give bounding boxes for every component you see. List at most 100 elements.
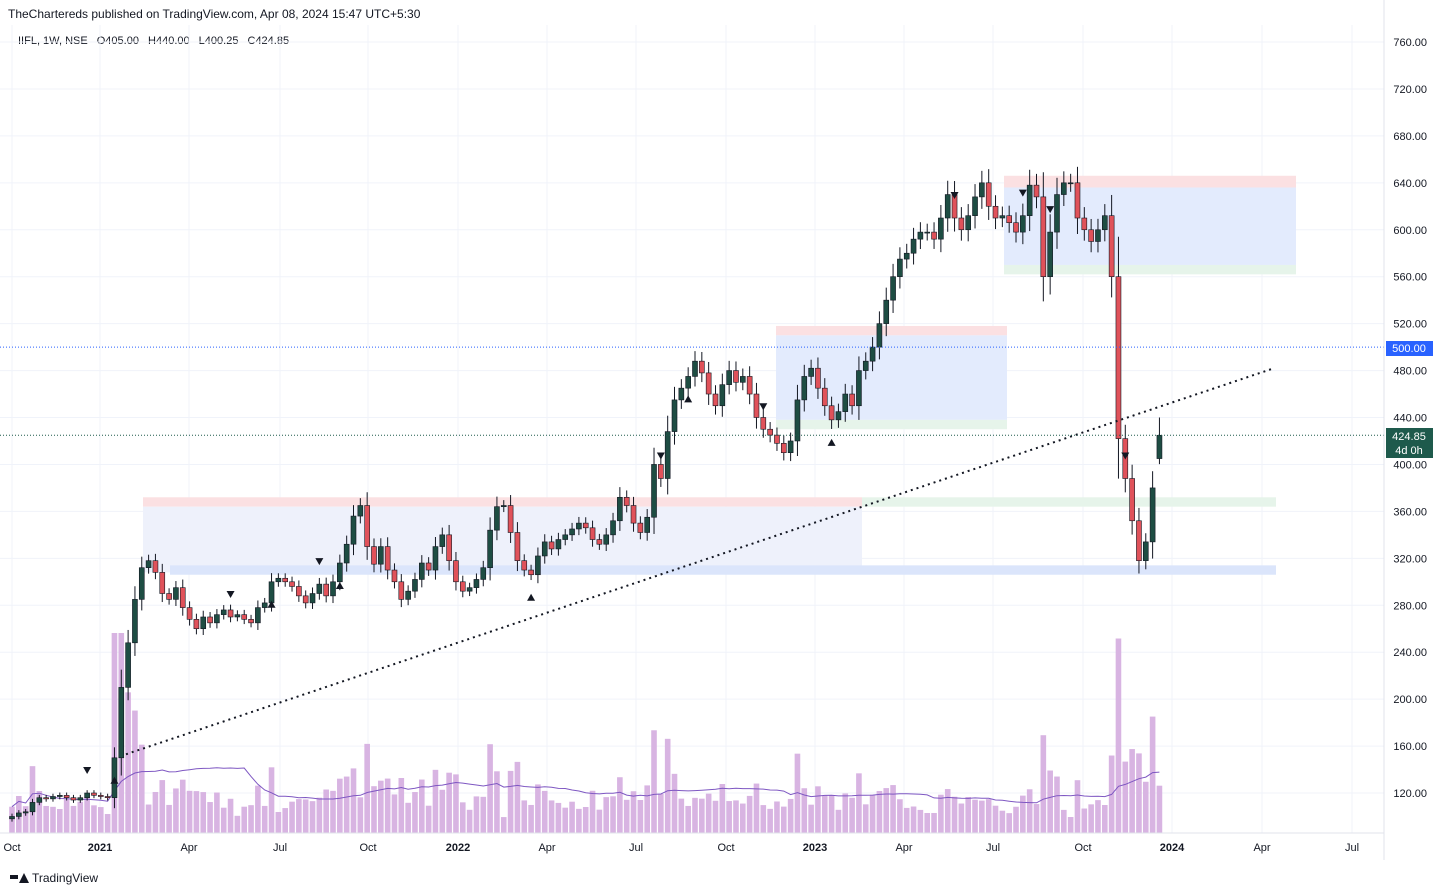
candle-body (439, 534, 446, 547)
volume-bar (255, 785, 261, 833)
volume-bar (214, 792, 220, 833)
volume-bar (91, 805, 97, 833)
grid (0, 25, 1384, 833)
volume-bar (500, 817, 507, 833)
volume-bar (227, 798, 234, 833)
volume-bar (876, 791, 883, 833)
countdown-text: 4d 0h (1395, 445, 1423, 457)
volume-bar (70, 805, 77, 833)
pivot-low-marker (827, 438, 836, 446)
volume-bar (617, 777, 623, 833)
pivot-low-marker (267, 600, 276, 608)
price-tick-label: 520.00 (1393, 319, 1427, 331)
volume-bar (323, 789, 329, 833)
candle-body (1081, 217, 1088, 231)
candle-body (405, 590, 411, 600)
candle-body (1026, 184, 1033, 216)
volume-bar (337, 778, 343, 833)
tradingview-logo-icon (10, 873, 29, 883)
volume-bar (439, 789, 446, 833)
candle-body (658, 464, 664, 479)
candle-body (740, 376, 746, 383)
time-tick-label: Oct (359, 842, 376, 854)
candle-body (36, 797, 43, 803)
price-tick-label: 600.00 (1393, 225, 1427, 237)
candle-body (862, 360, 869, 371)
candle-body (876, 323, 883, 348)
candle-body (459, 581, 466, 592)
candle-body (726, 370, 732, 385)
volume-bar (541, 790, 548, 833)
candle-body (869, 346, 876, 362)
price-levels (0, 346, 1384, 436)
volume-bar (152, 791, 159, 833)
legend-symbol: IIFL, 1W, NSE (18, 35, 88, 47)
pivot-high-marker (759, 403, 768, 411)
candle-body (186, 607, 193, 620)
candle-body (630, 505, 637, 524)
candle-body (548, 541, 555, 550)
price-tick-label: 160.00 (1393, 741, 1427, 753)
volume-bar (166, 804, 172, 833)
volume-bar (951, 796, 958, 833)
last-price-label: 424.85 4d 0h (1386, 428, 1433, 458)
volume-bar (562, 807, 569, 833)
candle-body (63, 795, 70, 798)
candle-body (671, 399, 678, 432)
candle-body (391, 569, 398, 583)
volume-bar (36, 791, 43, 833)
volume-bar (309, 801, 316, 833)
volume-bar (200, 792, 207, 833)
volume-bar (364, 743, 370, 833)
volume-bar (261, 805, 268, 833)
candle-body (22, 811, 29, 814)
volume-bar (958, 803, 965, 833)
candle-body (1067, 182, 1074, 185)
candle-body (302, 595, 309, 604)
candle-body (214, 614, 220, 624)
volume-bar (733, 800, 739, 833)
candle-body (1006, 215, 1012, 224)
volume-bar (705, 793, 712, 833)
volume-bar (1149, 716, 1156, 833)
volume-bar (507, 770, 514, 833)
volume-bar (637, 800, 644, 833)
volume-ma-line (11, 767, 1160, 808)
volume-bar (623, 799, 630, 833)
candle-body (1129, 478, 1135, 522)
volume-bar (302, 799, 309, 833)
volume-bar (1142, 781, 1149, 833)
candle-body (275, 577, 282, 583)
volume-bar (630, 791, 637, 833)
candle-body (999, 215, 1006, 219)
price-tick-label: 560.00 (1393, 272, 1427, 284)
candle-body (1033, 184, 1040, 198)
price-axis[interactable]: 120.00 160.00 200.00 240.00 280.00 320.00 360.… (1393, 37, 1427, 800)
volume-bar (220, 807, 227, 833)
volume-bar (1102, 805, 1108, 833)
volume-bar (330, 790, 336, 833)
time-axis[interactable]: Oct 2021 Apr Jul Oct 2022 Apr Jul Oct 2023 Apr Jul O… (3, 842, 1359, 854)
volume-bar (596, 809, 603, 833)
volume-bar (719, 784, 726, 833)
candle-body (125, 642, 131, 688)
volume-bar (1013, 806, 1019, 833)
time-tick-label: Oct (717, 842, 734, 854)
candle-body (179, 587, 186, 608)
candle-body (821, 387, 828, 407)
candle-body (77, 797, 84, 801)
candle-body (432, 546, 439, 571)
candle-body (227, 609, 234, 618)
level-500-label: 500.00 (1392, 343, 1426, 355)
candle-body (1136, 520, 1142, 561)
candle-body (487, 529, 493, 569)
volume-bar (965, 797, 971, 833)
candle-body (43, 797, 49, 800)
volume-bar (883, 788, 890, 833)
candle-body (938, 217, 944, 240)
pivot-high-marker (1046, 206, 1055, 214)
candles (9, 166, 1163, 822)
volume-bar (50, 806, 56, 833)
volume-bar (1074, 780, 1081, 833)
